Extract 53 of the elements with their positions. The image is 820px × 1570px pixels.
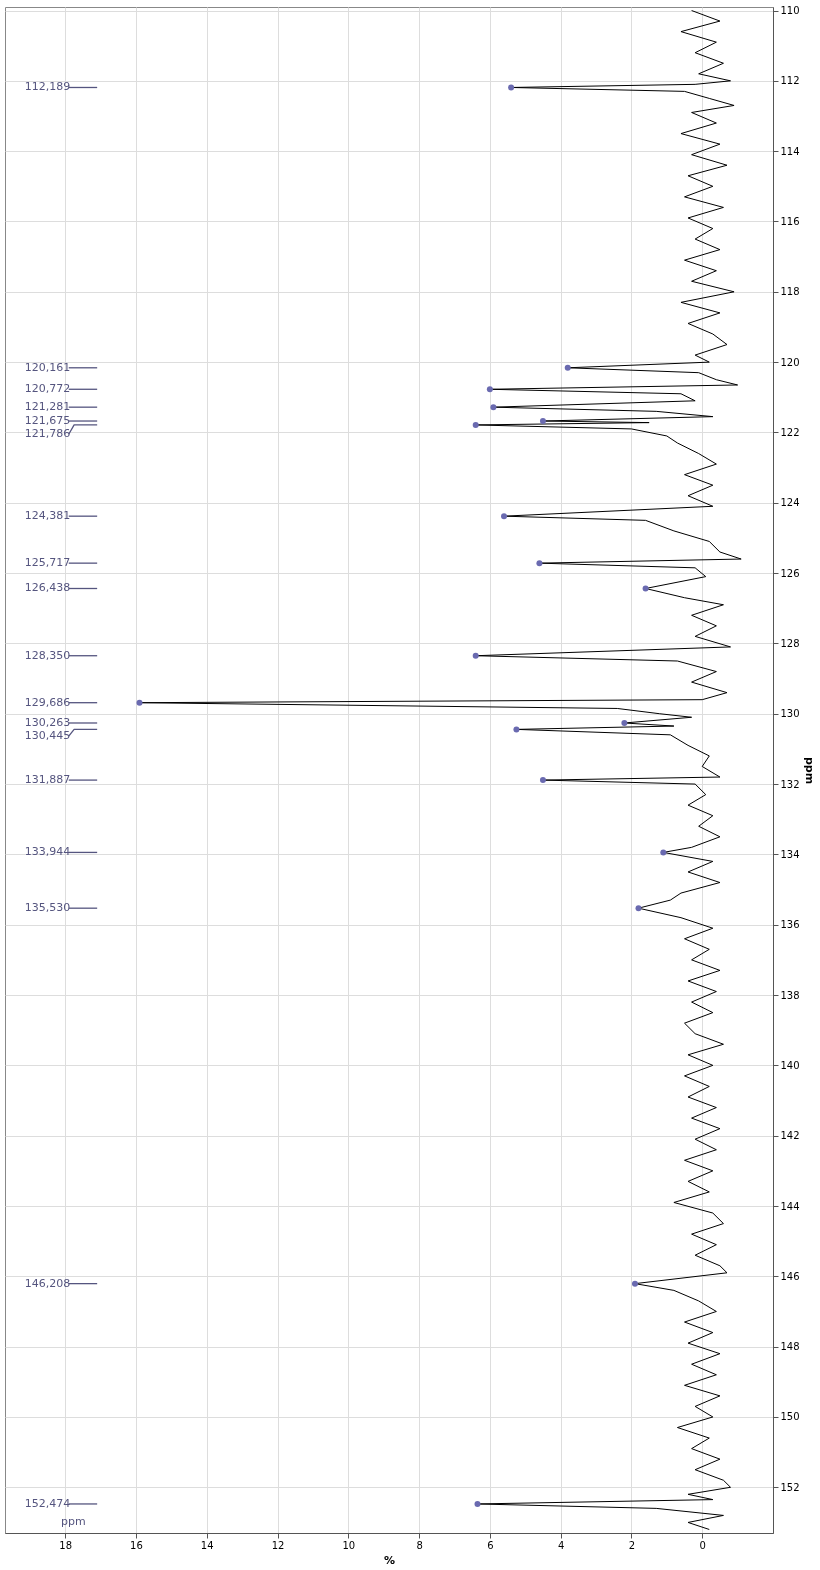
x-tick-label: 4 <box>557 1539 565 1551</box>
y-tick-label: 134 <box>780 848 800 860</box>
x-tick-label: 2 <box>628 1539 636 1551</box>
annotation: 130,263 <box>24 715 71 729</box>
y-tick-label: 138 <box>780 989 800 1001</box>
y-tick-label: 128 <box>780 637 800 649</box>
y-tick-label: 122 <box>780 426 800 438</box>
y-tick-label: 148 <box>780 1341 800 1353</box>
annotation: ppm <box>60 1515 86 1529</box>
x-tick-label: 8 <box>416 1539 423 1551</box>
y-tick-label: 116 <box>780 215 800 227</box>
y-tick-label: 112 <box>780 75 800 87</box>
x-tick-label: 10 <box>342 1539 356 1551</box>
y-tick-label: 126 <box>780 567 800 579</box>
annotation: 120,772 <box>24 382 71 396</box>
annotation: 131,887 <box>24 773 71 787</box>
y-tick-label: 146 <box>780 1270 800 1282</box>
annotation: 130,445 <box>24 729 71 743</box>
annotation: 112,189 <box>24 80 71 94</box>
y-axis-title: ppm <box>802 756 816 785</box>
annotation: 121,786 <box>24 427 71 441</box>
annotation: 128,350 <box>24 648 71 662</box>
x-axis-title: % <box>383 1553 396 1567</box>
annotation: 120,161 <box>24 360 71 374</box>
x-tick-label: 14 <box>200 1539 214 1551</box>
annotation: 124,381 <box>24 509 71 523</box>
annotation: 152,474 <box>24 1496 71 1510</box>
x-tick-label: 12 <box>271 1539 285 1551</box>
annotation: 133,944 <box>24 845 71 859</box>
annotation: 135,530 <box>24 901 71 915</box>
y-tick-label: 140 <box>780 1059 800 1071</box>
y-tick-label: 144 <box>780 1200 800 1212</box>
y-tick-label: 114 <box>780 145 800 157</box>
annotation: 121,675 <box>24 414 71 428</box>
y-tick-label: 136 <box>780 919 800 931</box>
annotation: 129,686 <box>24 695 71 709</box>
annotation: 125,717 <box>24 556 71 570</box>
y-tick-label: 132 <box>780 778 800 790</box>
annotation: 126,438 <box>24 581 71 595</box>
annotation: 121,281 <box>24 400 71 414</box>
y-tick-label: 124 <box>780 497 800 509</box>
y-tick-label: 150 <box>780 1411 800 1423</box>
x-tick-label: 0 <box>699 1539 706 1551</box>
y-tick-label: 130 <box>780 708 800 720</box>
y-tick-label: 118 <box>780 286 800 298</box>
x-tick-label: 16 <box>130 1539 143 1551</box>
y-tick-label: 120 <box>780 356 800 368</box>
y-tick-label: 142 <box>780 1130 800 1142</box>
y-tick-label: 152 <box>780 1481 800 1493</box>
y-tick-label: 110 <box>780 5 800 17</box>
x-tick-label: 18 <box>59 1539 73 1551</box>
annotation: 146,208 <box>24 1276 71 1290</box>
x-tick-label: 6 <box>487 1539 494 1551</box>
